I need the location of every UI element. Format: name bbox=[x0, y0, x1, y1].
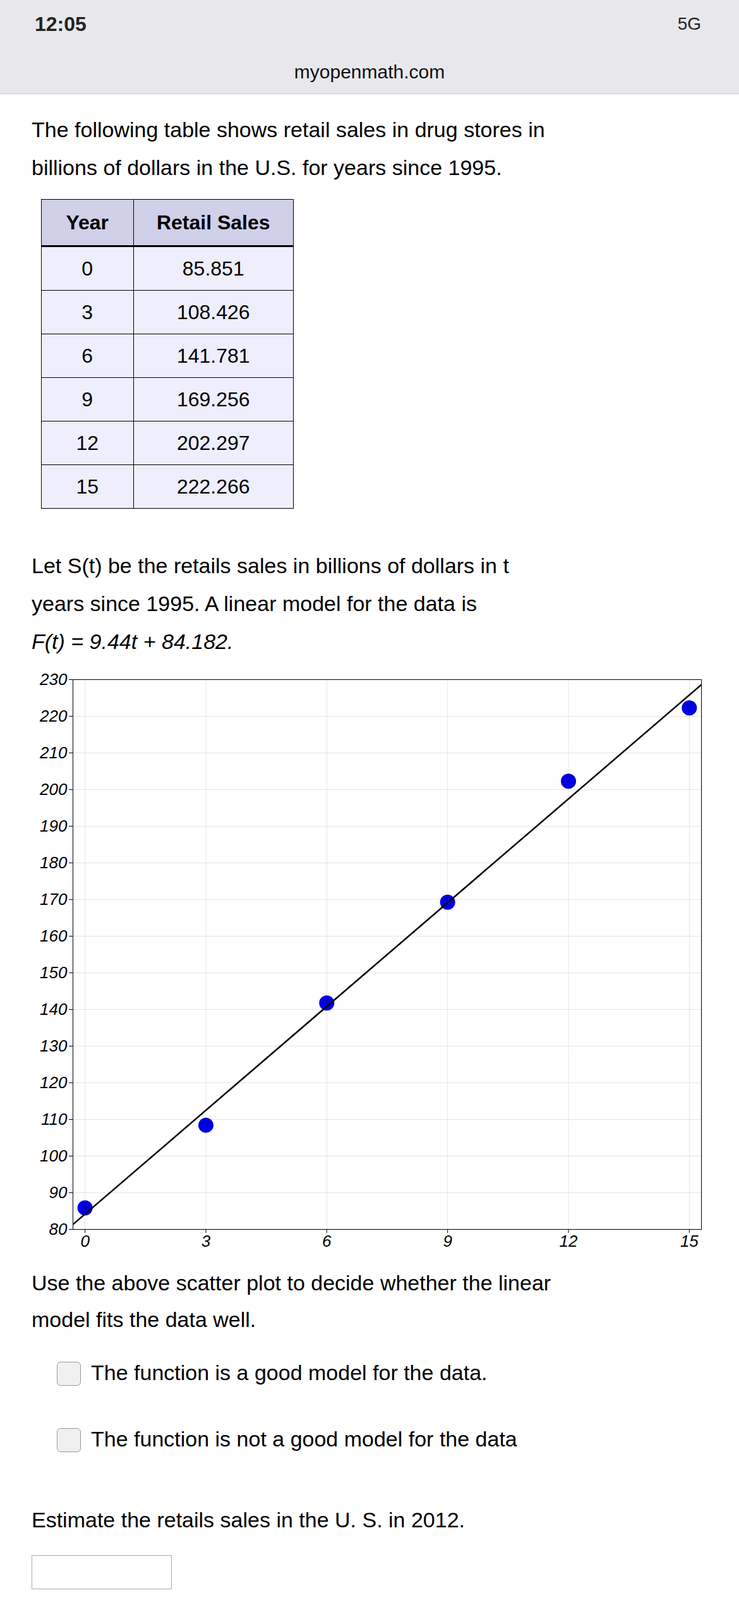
html-text:202.297: 202.297 bbox=[176, 431, 250, 454]
svg-text:110: 110 bbox=[41, 1109, 68, 1129]
html-text:The function is a good model f: The function is a good model for the dat… bbox=[90, 1359, 488, 1384]
html-text:billions of dollars in the U.S: billions of dollars in the U.S. for year… bbox=[31, 155, 502, 180]
svg-text:230: 230 bbox=[39, 669, 68, 689]
svg-text:0: 0 bbox=[80, 1231, 90, 1250]
html-text:Estimate the retails sales in: Estimate the retails sales in the U. S. … bbox=[31, 1507, 465, 1532]
html-text:Use the above scatter plot to: Use the above scatter plot to decide whe… bbox=[31, 1270, 551, 1295]
html-text:model fits the data well.: model fits the data well. bbox=[31, 1306, 256, 1331]
html-text:85.851: 85.851 bbox=[182, 256, 245, 280]
svg-text:100: 100 bbox=[39, 1145, 68, 1165]
html-text:15: 15 bbox=[76, 474, 99, 498]
html-text:Retail Sales: Retail Sales bbox=[156, 210, 271, 234]
html-text:6: 6 bbox=[81, 343, 93, 367]
svg-text:12: 12 bbox=[559, 1231, 578, 1250]
svg-text:140: 140 bbox=[39, 999, 68, 1019]
svg-text:90: 90 bbox=[49, 1182, 68, 1202]
html-text:3: 3 bbox=[81, 300, 93, 324]
svg-text:160: 160 bbox=[39, 925, 68, 945]
svg-text:6: 6 bbox=[322, 1231, 332, 1250]
svg-text:150: 150 bbox=[39, 962, 68, 982]
html-text:The function is not a good mod: The function is not a good model for the… bbox=[90, 1426, 518, 1451]
svg-text:130: 130 bbox=[39, 1035, 68, 1055]
svg-text:210: 210 bbox=[39, 742, 68, 762]
svg-text:9: 9 bbox=[442, 1231, 452, 1250]
html-text:5G: 5G bbox=[677, 13, 702, 34]
html-text:141.781: 141.781 bbox=[176, 343, 250, 367]
svg-text:180: 180 bbox=[39, 852, 68, 872]
html-text:169.256: 169.256 bbox=[176, 387, 250, 411]
html-text:years since 1995. A linear mod: years since 1995. A linear model for the… bbox=[31, 591, 477, 616]
svg-text:220: 220 bbox=[39, 706, 68, 726]
svg-text:3: 3 bbox=[201, 1231, 211, 1250]
html-text:12:05: 12:05 bbox=[34, 12, 87, 36]
svg-text:190: 190 bbox=[39, 816, 68, 836]
svg-text:80: 80 bbox=[49, 1219, 68, 1238]
html-text:0: 0 bbox=[81, 256, 93, 280]
html-text:108.426: 108.426 bbox=[176, 300, 250, 324]
html-text:F(t) = 9.44t + 84.182.: F(t) = 9.44t + 84.182. bbox=[31, 629, 234, 654]
html-text:The following table shows reta: The following table shows retail sales i… bbox=[31, 117, 545, 142]
svg-text:15: 15 bbox=[680, 1231, 699, 1250]
html-text:9: 9 bbox=[81, 387, 93, 411]
html-text:Year: Year bbox=[65, 210, 109, 234]
html-text:Let S(t) be the retails sales: Let S(t) be the retails sales in billion… bbox=[31, 553, 510, 578]
svg-text:200: 200 bbox=[39, 779, 68, 799]
svg-text:170: 170 bbox=[39, 889, 68, 909]
html-text:222.266: 222.266 bbox=[176, 474, 250, 498]
svg-text:120: 120 bbox=[39, 1072, 68, 1092]
html-text:12: 12 bbox=[76, 431, 99, 454]
html-text:myopenmath.com: myopenmath.com bbox=[294, 61, 445, 83]
